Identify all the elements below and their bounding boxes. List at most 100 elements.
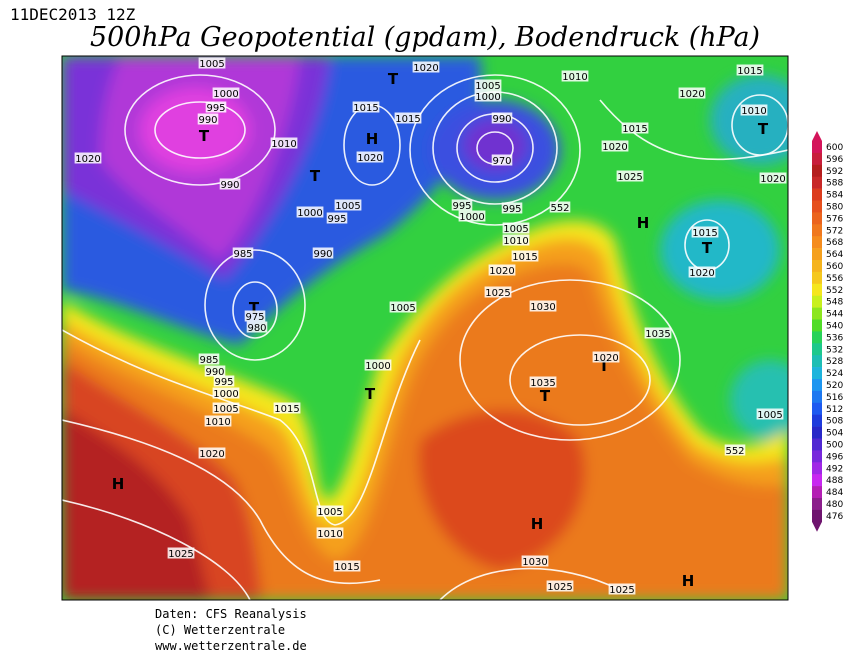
isobar-label-bg bbox=[198, 447, 226, 459]
isobar-label-bg bbox=[232, 247, 254, 259]
isobar-label-bg bbox=[412, 61, 440, 73]
isobar-label: 1035 bbox=[645, 329, 670, 340]
legend-swatch bbox=[812, 462, 822, 475]
isobar-label-bg bbox=[198, 57, 226, 69]
legend-label: 556 bbox=[826, 274, 843, 284]
isobar-label: 1015 bbox=[512, 252, 537, 263]
legend-label: 536 bbox=[826, 333, 843, 343]
isobar-label-bg bbox=[197, 113, 219, 125]
legend-label: 568 bbox=[826, 238, 843, 248]
pressure-center: T bbox=[758, 120, 769, 138]
isobar-label: 1015 bbox=[737, 66, 762, 77]
legend-label: 548 bbox=[826, 298, 843, 308]
legend-swatch bbox=[812, 414, 822, 427]
legend-swatch bbox=[812, 212, 822, 225]
isobar-label-bg bbox=[724, 444, 746, 456]
isobar-label-bg bbox=[546, 580, 574, 592]
isobar-label: 1010 bbox=[271, 139, 296, 150]
isobar-label-bg bbox=[326, 212, 348, 224]
isobar-label-bg bbox=[740, 104, 768, 116]
isobar-label: 1015 bbox=[334, 562, 359, 573]
isobar-label: 1000 bbox=[213, 389, 238, 400]
isobar-label-bg bbox=[474, 90, 502, 102]
isobar-label: 1020 bbox=[489, 266, 514, 277]
legend-label: 600 bbox=[826, 143, 843, 153]
isobar-label-bg bbox=[296, 206, 324, 218]
isobar-label: 1000 bbox=[365, 361, 390, 372]
isobar-label: 1030 bbox=[530, 302, 555, 313]
isobar-label: 1000 bbox=[297, 208, 322, 219]
legend-swatch bbox=[812, 295, 822, 308]
isobar-label-bg bbox=[484, 286, 512, 298]
legend-label: 520 bbox=[826, 381, 843, 391]
isobar-label: 1025 bbox=[168, 549, 193, 560]
isobar-label-bg bbox=[458, 210, 486, 222]
legend-label: 512 bbox=[826, 405, 843, 415]
isobar-label-bg bbox=[204, 365, 226, 377]
legend-label: 576 bbox=[826, 214, 843, 224]
isobar-label-bg bbox=[511, 250, 539, 262]
isobar-label: 995 bbox=[206, 103, 225, 114]
isobar-label: 990 bbox=[313, 249, 332, 260]
isobar-label: 1020 bbox=[602, 142, 627, 153]
legend-swatch bbox=[812, 164, 822, 177]
isobar-label: 1010 bbox=[205, 417, 230, 428]
legend-label: 504 bbox=[826, 429, 843, 439]
isobar-label: 1020 bbox=[679, 89, 704, 100]
isobar-label-bg bbox=[334, 199, 362, 211]
pressure-center: T bbox=[702, 239, 713, 257]
isobar-label: 1025 bbox=[617, 172, 642, 183]
pressure-center: T bbox=[199, 127, 210, 145]
legend-label: 588 bbox=[826, 179, 843, 189]
isobar-label-bg bbox=[204, 415, 232, 427]
legend-swatch bbox=[812, 450, 822, 463]
isobar-label-bg bbox=[389, 301, 417, 313]
isobar-label: 995 bbox=[327, 214, 346, 225]
legend-swatch bbox=[812, 176, 822, 189]
legend-swatch bbox=[812, 271, 822, 285]
isobar-label-bg bbox=[736, 64, 764, 76]
isobar-label: 1020 bbox=[75, 154, 100, 165]
legend-label: 516 bbox=[826, 393, 843, 403]
isobar-label-bg bbox=[491, 154, 513, 166]
isobar-label: 1020 bbox=[357, 153, 382, 164]
isobar-label: 1025 bbox=[547, 582, 572, 593]
isobar-label: 1020 bbox=[593, 353, 618, 364]
isobar-label-bg bbox=[312, 247, 334, 259]
pressure-center: T bbox=[599, 357, 610, 375]
legend-swatch bbox=[812, 141, 822, 154]
isobar-label: 1015 bbox=[274, 404, 299, 415]
isobar-label-bg bbox=[621, 122, 649, 134]
isobar-label: 1000 bbox=[475, 92, 500, 103]
legend-swatch bbox=[812, 188, 822, 201]
isobar-label: 985 bbox=[199, 355, 218, 366]
isobar-label-bg bbox=[756, 408, 784, 420]
title: 500hPa Geopotential (gpdam), Bodendruck … bbox=[90, 22, 760, 53]
isobar-label: 1005 bbox=[335, 201, 360, 212]
legend-label: 564 bbox=[826, 250, 843, 260]
isobar-label-bg bbox=[502, 234, 530, 246]
legend-swatch bbox=[812, 200, 822, 213]
date: 11DEC2013 12Z bbox=[10, 5, 136, 24]
legend-label: 508 bbox=[826, 417, 843, 427]
isobar-label-bg bbox=[352, 101, 380, 113]
legend-swatch bbox=[812, 319, 822, 332]
isobar-label-bg bbox=[316, 505, 344, 517]
legend-label: 496 bbox=[826, 452, 843, 462]
isobar-label-bg bbox=[198, 353, 220, 365]
isobar-label: 1015 bbox=[353, 103, 378, 114]
isobar-label: 1005 bbox=[475, 81, 500, 92]
isobar-label: 1005 bbox=[213, 404, 238, 415]
isobar-label-bg bbox=[501, 202, 523, 214]
isobar-label-bg bbox=[219, 178, 241, 190]
isobar-label-bg bbox=[212, 402, 240, 414]
pressure-center: H bbox=[112, 475, 125, 493]
isobar-label: 1035 bbox=[530, 378, 555, 389]
legend-swatch bbox=[812, 331, 822, 344]
legend-label: 492 bbox=[826, 464, 843, 474]
legend-swatch bbox=[812, 343, 822, 356]
legend-swatch bbox=[812, 379, 822, 392]
isobar-label-bg bbox=[364, 359, 392, 371]
legend-label: 480 bbox=[826, 500, 843, 510]
